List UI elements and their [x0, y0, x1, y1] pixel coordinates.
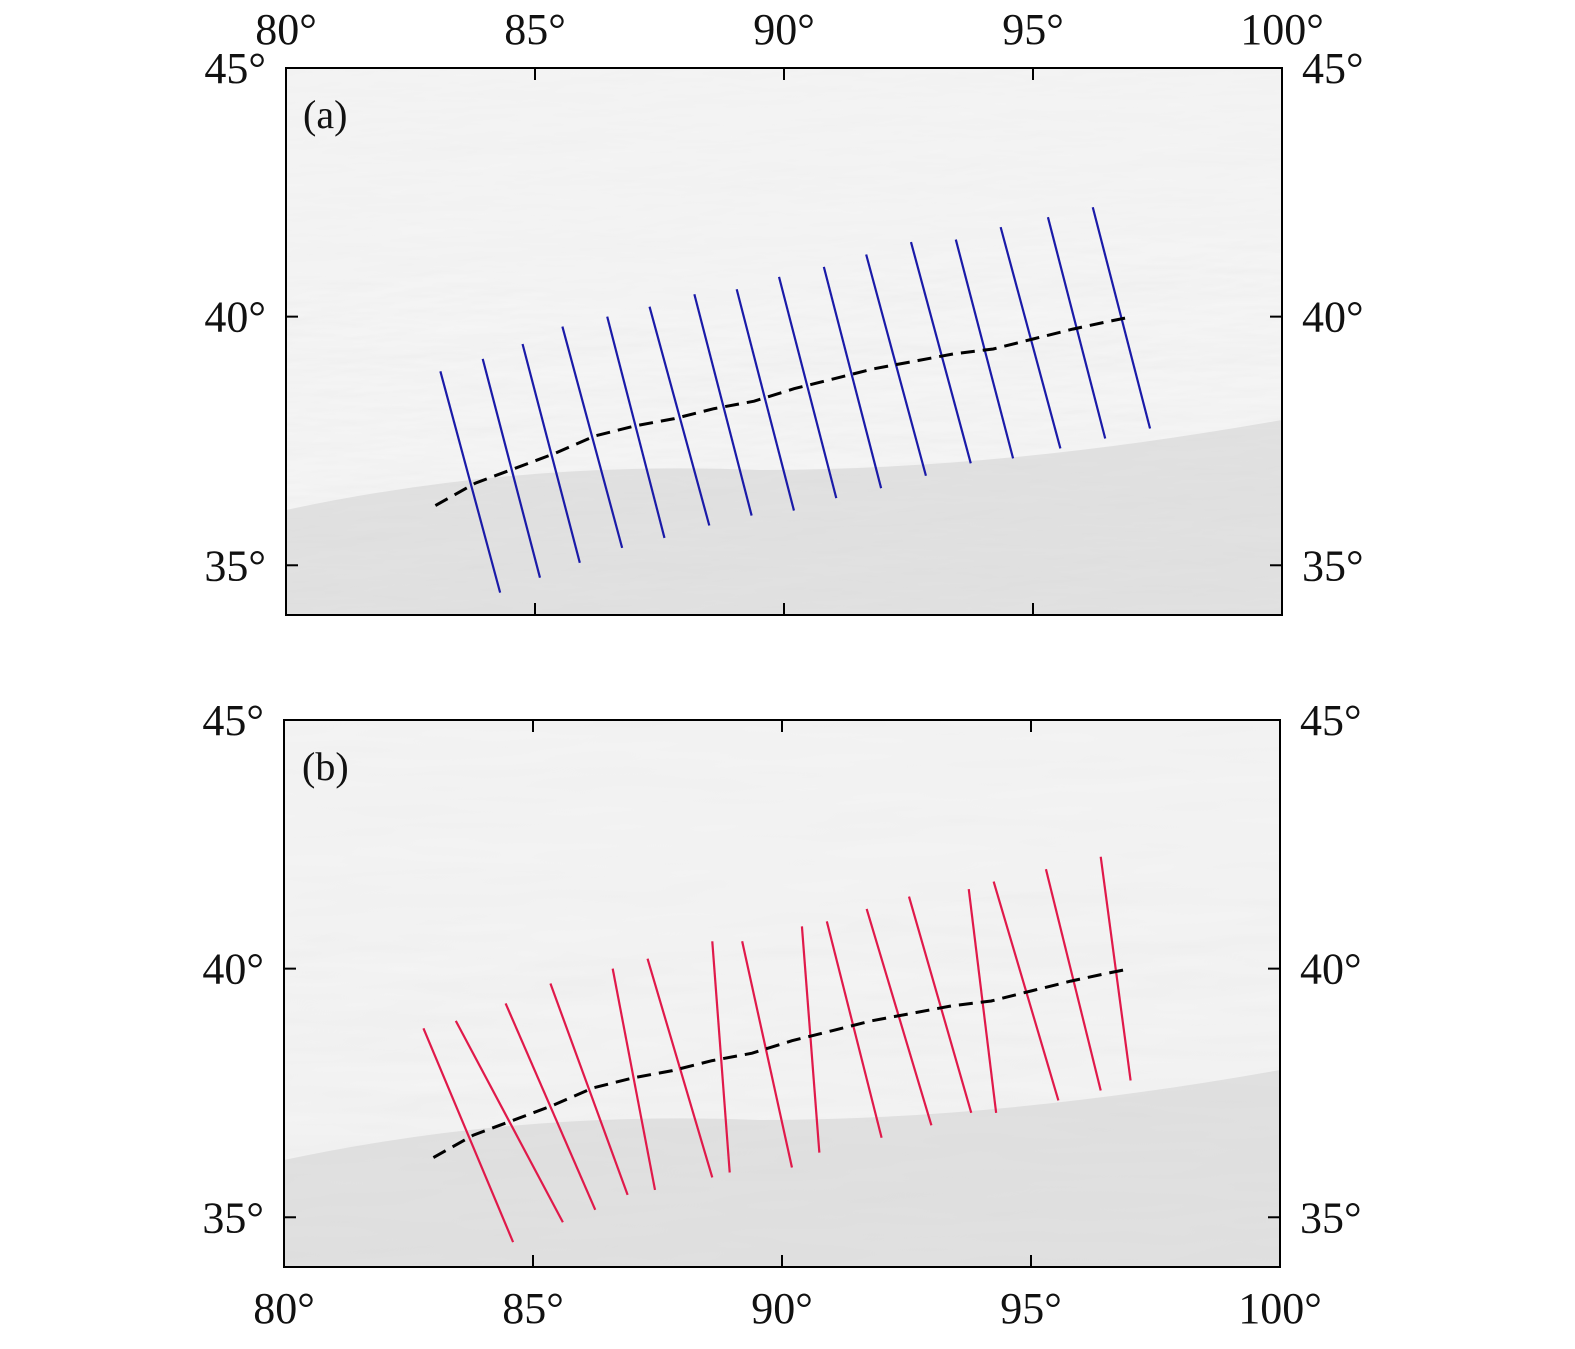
- panel-label: (a): [303, 92, 347, 137]
- profile-line: [735, 289, 796, 511]
- profile-line: [549, 983, 629, 1196]
- longitude-label: 85°: [502, 1284, 564, 1333]
- longitude-label: 80°: [253, 1284, 315, 1333]
- longitude-label: 85°: [504, 5, 566, 54]
- axis-ticks-panel-a: [285, 67, 1283, 615]
- longitude-label: 90°: [753, 5, 815, 54]
- latitude-label: 45°: [1302, 44, 1364, 93]
- profile-line: [481, 358, 542, 578]
- profile-line: [825, 921, 883, 1138]
- profile-line: [741, 941, 794, 1168]
- latitude-label: 35°: [204, 541, 266, 590]
- profile-line: [907, 896, 973, 1114]
- latitude-labels-panel-b-left: 35° 40° 45°: [202, 696, 264, 1242]
- latitude-labels-panel-a-left: 35° 40° 45°: [204, 44, 266, 590]
- profile-line: [646, 958, 714, 1178]
- plateau-shading: [284, 1070, 1280, 1267]
- longitude-label: 90°: [751, 1284, 813, 1333]
- dashed-boundary-line: [434, 315, 1133, 507]
- longitude-label: 95°: [1002, 5, 1064, 54]
- map-panel-a: (a): [285, 67, 1283, 616]
- profile-line: [439, 371, 502, 593]
- tarim-basin-shading: [286, 68, 1282, 310]
- longitude-label: 95°: [1000, 1284, 1062, 1333]
- latitude-label: 35°: [1302, 541, 1364, 590]
- profile-line: [1099, 856, 1132, 1081]
- profile-line: [999, 226, 1062, 449]
- latitude-labels-panel-b-right: 35° 40° 45°: [1300, 696, 1362, 1242]
- longitude-label: 80°: [255, 5, 317, 54]
- profile-line: [648, 306, 711, 526]
- latitude-labels-panel-a-right: 35° 40° 45°: [1302, 44, 1364, 590]
- longitude-label: 100°: [1240, 5, 1324, 54]
- latitude-label: 35°: [202, 1193, 264, 1242]
- profile-line: [777, 276, 838, 499]
- longitude-label: 100°: [1238, 1284, 1322, 1333]
- latitude-label: 35°: [1300, 1193, 1362, 1242]
- profile-line: [800, 926, 821, 1153]
- dashed-boundary-line: [432, 967, 1131, 1159]
- longitude-labels-bottom: 80° 85° 90° 95° 100°: [253, 1284, 1322, 1333]
- profile-line: [422, 1027, 515, 1243]
- axis-ticks-panel-b: [283, 719, 1281, 1267]
- map-panel-b: (b): [283, 719, 1281, 1268]
- profile-line: [521, 343, 581, 564]
- latitude-label: 40°: [204, 293, 266, 342]
- tarim-basin-shading: [284, 720, 1280, 960]
- panel-label: (b): [302, 744, 349, 789]
- latitude-label: 40°: [202, 945, 264, 994]
- profile-line: [504, 1003, 597, 1211]
- latitude-label: 45°: [1300, 696, 1362, 745]
- profile-line: [822, 266, 883, 489]
- profile-line: [606, 316, 666, 539]
- latitude-label: 40°: [1302, 293, 1364, 342]
- longitude-labels-top: 80° 85° 90° 95° 100°: [255, 5, 1324, 54]
- latitude-label: 40°: [1300, 945, 1362, 994]
- latitude-label: 45°: [204, 44, 266, 93]
- profile-line: [561, 326, 624, 549]
- plateau-shading: [286, 420, 1282, 615]
- profile-line: [711, 941, 731, 1173]
- profile-line: [909, 241, 972, 464]
- profile-line: [611, 968, 657, 1191]
- profile-line: [454, 1020, 564, 1223]
- latitude-label: 45°: [202, 696, 264, 745]
- profile-line: [693, 293, 753, 516]
